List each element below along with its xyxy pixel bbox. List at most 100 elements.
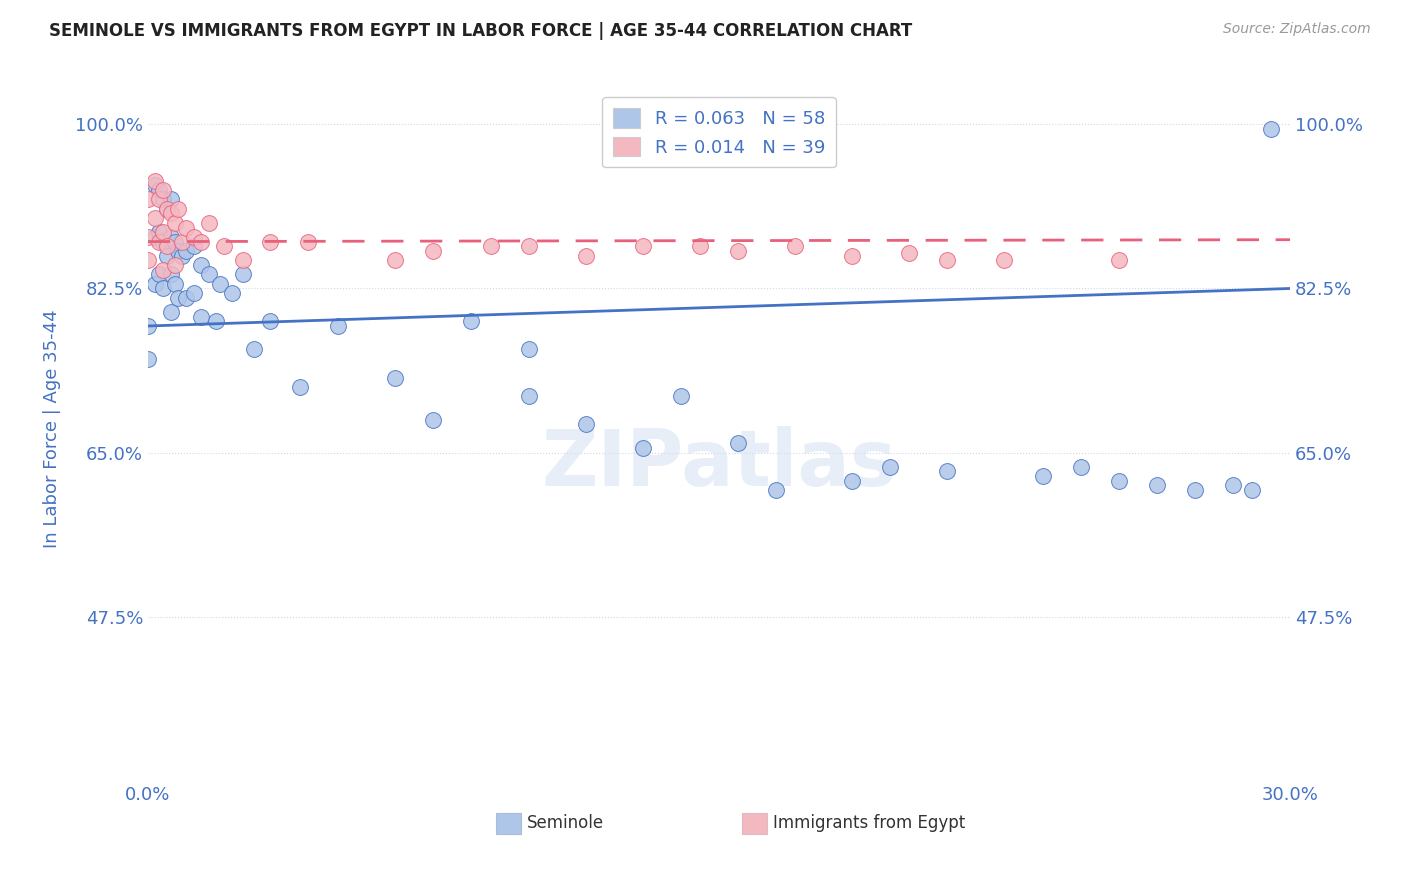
Point [631,239,654,253]
Point [1032,469,1054,483]
Point [183,286,205,301]
Point [1108,474,1130,488]
Point [993,253,1015,268]
Point [243,343,266,357]
Point [136,318,159,333]
Point [221,286,243,301]
Point [783,239,806,253]
Point [517,239,540,253]
Point [148,193,170,207]
Point [422,413,444,427]
FancyBboxPatch shape [496,813,522,834]
Point [159,230,181,244]
Point [841,474,863,488]
Point [159,305,181,319]
Point [631,441,654,455]
Point [172,235,194,249]
Point [174,220,197,235]
Point [259,235,281,249]
Point [479,239,502,253]
Point [936,464,959,478]
Point [183,230,205,244]
Point [689,239,711,253]
Text: ZIPatlas: ZIPatlas [541,426,897,502]
Point [1070,459,1092,474]
Point [1240,483,1263,497]
Point [163,235,186,249]
Point [575,417,598,432]
Point [232,253,254,268]
Point [148,183,170,197]
Point [152,193,174,207]
Point [1146,478,1168,492]
Point [148,268,170,282]
Point [841,249,863,263]
Text: Immigrants from Egypt: Immigrants from Egypt [773,814,965,832]
Point [167,244,190,258]
Point [145,277,167,291]
Point [232,268,254,282]
Point [174,291,197,305]
Point [190,310,212,324]
Point [517,343,540,357]
Point [159,206,181,220]
Point [517,389,540,403]
Point [163,277,186,291]
Point [190,258,212,272]
Point [575,249,598,263]
Point [163,216,186,230]
Point [212,239,235,253]
Point [205,314,228,328]
Point [727,244,749,258]
FancyBboxPatch shape [742,813,766,834]
Point [209,277,232,291]
Point [145,178,167,193]
Point [156,202,179,216]
Point [297,235,319,249]
Point [163,258,186,272]
Point [936,253,959,268]
Point [669,389,692,403]
Point [145,173,167,187]
Point [167,291,190,305]
Point [765,483,787,497]
Point [1260,122,1282,136]
Point [159,193,181,207]
Point [1108,253,1130,268]
Point [384,370,406,384]
Point [152,235,174,249]
Legend: R = 0.063   N = 58, R = 0.014   N = 39: R = 0.063 N = 58, R = 0.014 N = 39 [602,97,835,168]
Point [197,216,219,230]
Point [422,244,444,258]
Point [152,225,174,239]
Point [156,249,179,263]
Point [136,253,159,268]
Point [156,239,179,253]
Point [145,211,167,226]
Point [174,244,197,258]
Point [136,193,159,207]
Point [167,202,190,216]
Point [145,230,167,244]
Point [152,262,174,277]
Point [159,268,181,282]
Point [328,318,350,333]
Text: Seminole: Seminole [527,814,605,832]
Point [190,235,212,249]
Point [1184,483,1206,497]
Point [727,436,749,450]
Point [156,202,179,216]
Point [172,249,194,263]
Point [879,459,901,474]
Point [152,281,174,295]
Point [183,239,205,253]
Y-axis label: In Labor Force | Age 35-44: In Labor Force | Age 35-44 [44,310,60,549]
Point [152,183,174,197]
Text: Source: ZipAtlas.com: Source: ZipAtlas.com [1223,22,1371,37]
Point [288,380,311,394]
Point [1222,478,1244,492]
Point [148,235,170,249]
Point [136,351,159,366]
Point [136,230,159,244]
Point [384,253,406,268]
